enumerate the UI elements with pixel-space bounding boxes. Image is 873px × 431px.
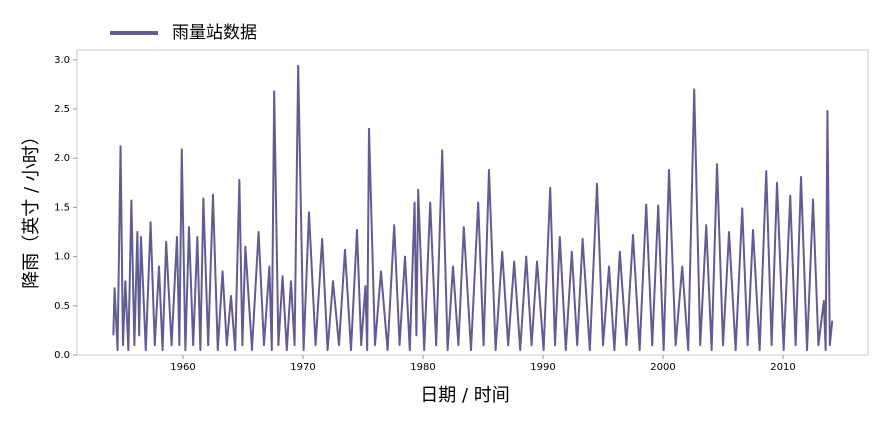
y-tick-label: 1.0 xyxy=(54,252,70,263)
x-tick-label: 1970 xyxy=(290,362,315,373)
y-axis-label: 降雨（英寸 / 小时） xyxy=(21,127,42,289)
y-tick-label: 2.0 xyxy=(54,153,70,164)
x-tick-label: 1960 xyxy=(170,362,195,373)
x-tick-label: 2000 xyxy=(650,362,675,373)
y-tick-label: 0.0 xyxy=(54,350,70,361)
plot-frame xyxy=(76,49,869,356)
y-tick-label: 3.0 xyxy=(54,55,70,66)
y-tick-label: 0.5 xyxy=(54,301,70,312)
rain-line xyxy=(112,64,834,352)
x-tick-label: 1980 xyxy=(410,362,435,373)
x-axis-label: 日期 / 时间 xyxy=(420,385,510,406)
x-tick-label: 2010 xyxy=(770,362,795,373)
legend-label: 雨量站数据 xyxy=(172,23,257,43)
y-tick-label: 1.5 xyxy=(54,202,70,213)
y-tick-label: 2.5 xyxy=(54,104,70,115)
x-tick-label: 1990 xyxy=(530,362,555,373)
